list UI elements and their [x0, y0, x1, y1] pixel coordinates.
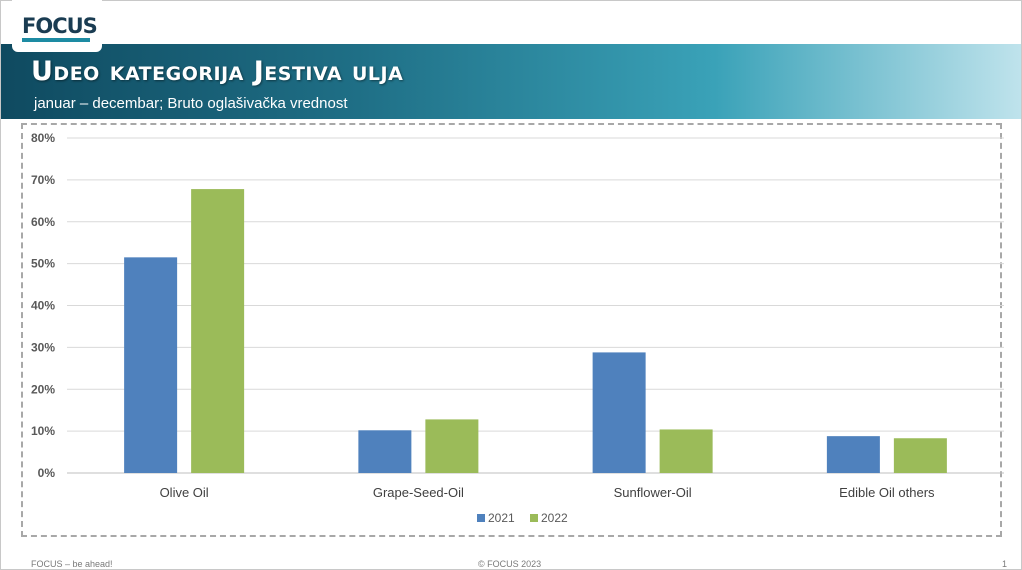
- x-tick-label: Olive Oil: [160, 485, 209, 500]
- bar-2021-2: [592, 352, 646, 473]
- bar-2022-1: [425, 419, 479, 473]
- footer-tagline: FOCUS – be ahead!: [31, 559, 113, 569]
- bar-2021-0: [124, 257, 178, 473]
- bar-2021-3: [826, 436, 880, 473]
- legend-swatch-2021: [477, 514, 485, 522]
- x-tick-label: Edible Oil others: [839, 485, 935, 500]
- x-tick-label: Sunflower-Oil: [614, 485, 692, 500]
- slide-title: Udeo kategorija Jestiva ulja: [31, 56, 404, 87]
- y-tick-label: 80%: [31, 131, 55, 145]
- page-number: 1: [1002, 559, 1008, 569]
- bar-2022-3: [893, 438, 947, 473]
- y-tick-label: 70%: [31, 173, 55, 187]
- logo-container: [12, 0, 102, 52]
- y-tick-label: 30%: [31, 340, 55, 354]
- y-tick-label: 0%: [38, 466, 56, 480]
- y-tick-label: 20%: [31, 382, 55, 396]
- legend-label-2022: 2022: [541, 511, 568, 525]
- legend-swatch-2022: [530, 514, 538, 522]
- bar-2022-2: [659, 429, 713, 473]
- y-tick-label: 50%: [31, 257, 55, 271]
- legend-label-2021: 2021: [488, 511, 515, 525]
- y-tick-label: 40%: [31, 299, 55, 313]
- header-band: [1, 44, 1021, 119]
- slide-subtitle: januar – decembar; Bruto oglašivačka vre…: [34, 95, 348, 112]
- x-tick-label: Grape-Seed-Oil: [373, 485, 464, 500]
- focus-logo: FOCUS: [22, 14, 98, 38]
- bar-2021-1: [358, 430, 412, 473]
- logo-underline: [22, 38, 90, 42]
- footer-copyright: © FOCUS 2023: [478, 559, 542, 569]
- y-tick-label: 60%: [31, 215, 55, 229]
- chart-frame: [21, 123, 1002, 537]
- y-tick-label: 10%: [31, 424, 55, 438]
- bar-2022-0: [191, 189, 245, 473]
